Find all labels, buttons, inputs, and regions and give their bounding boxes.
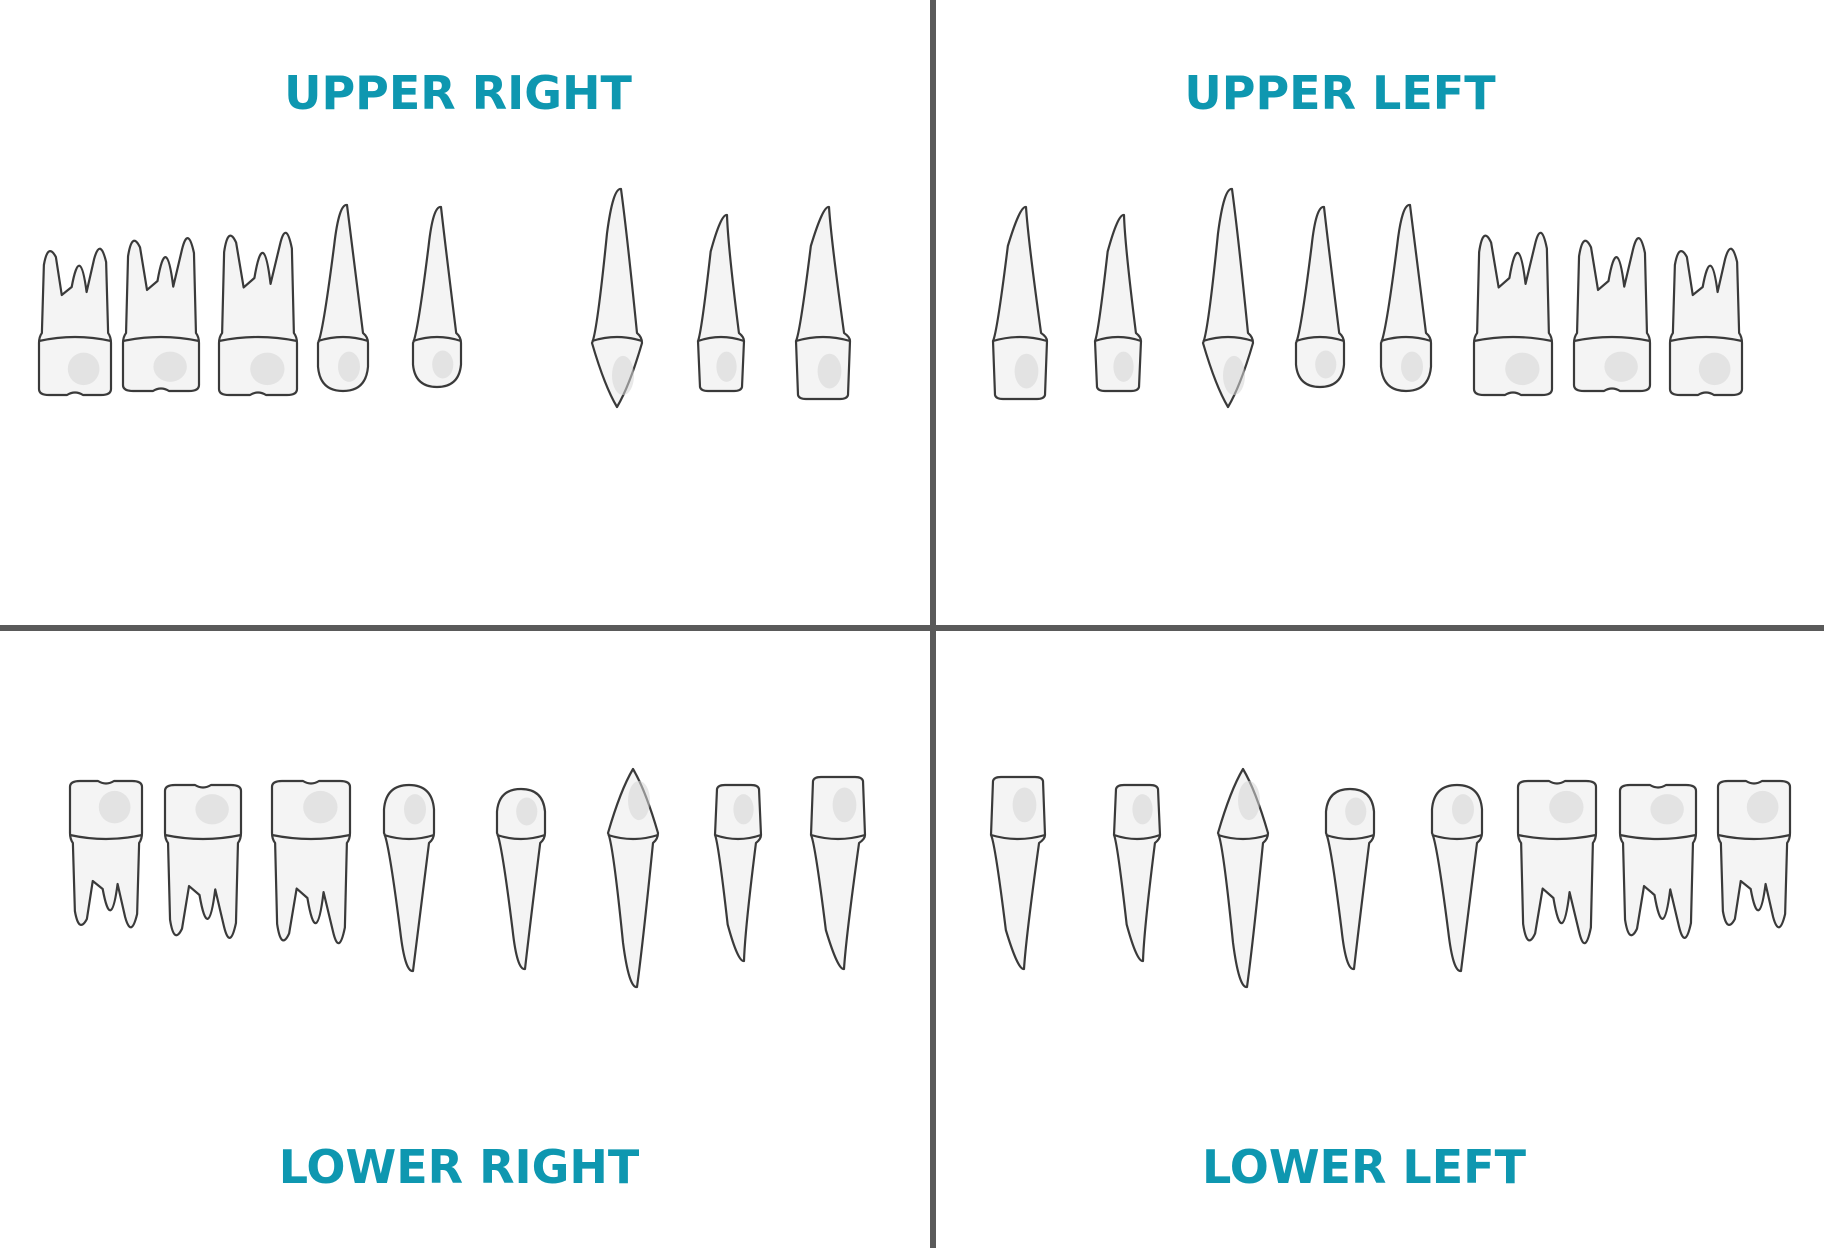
tooth-canine xyxy=(1201,187,1255,409)
quadrant-lower-left: LOWER LEFT xyxy=(936,631,1824,1251)
tooth-incisor-lateral xyxy=(1093,213,1143,393)
tooth-incisor-central xyxy=(991,205,1049,401)
quadrant-label: LOWER LEFT xyxy=(1202,1140,1526,1194)
tooth-incisor-lateral xyxy=(1112,783,1162,963)
tooth-incisor-lateral xyxy=(713,783,763,963)
quadrant-upper-left: UPPER LEFT xyxy=(936,0,1824,620)
tooth-molar1 xyxy=(1472,231,1554,397)
tooth-premolar1 xyxy=(411,205,463,389)
quadrant-lower-right: LOWER RIGHT xyxy=(0,631,930,1251)
tooth-premolar2 xyxy=(1379,203,1433,393)
quadrant-label: LOWER RIGHT xyxy=(278,1140,640,1194)
tooth-premolar2 xyxy=(316,203,370,393)
tooth-premolar1 xyxy=(1324,787,1376,971)
tooth-premolar2 xyxy=(1430,783,1484,973)
tooth-canine xyxy=(1216,767,1270,989)
tooth-molar2 xyxy=(1572,237,1652,393)
tooth-molar3 xyxy=(1668,247,1744,397)
tooth-premolar1 xyxy=(495,787,547,971)
tooth-molar1 xyxy=(1516,779,1598,945)
tooth-incisor-lateral xyxy=(696,213,746,393)
tooth-incisor-central xyxy=(794,205,852,401)
tooth-incisor-central xyxy=(809,775,867,971)
tooth-molar2 xyxy=(1618,783,1698,939)
tooth-molar3 xyxy=(37,247,113,397)
tooth-premolar1 xyxy=(1294,205,1346,389)
tooth-incisor-central xyxy=(989,775,1047,971)
teeth-row xyxy=(989,767,1792,989)
vertical-divider xyxy=(930,0,936,1248)
tooth-canine xyxy=(606,767,660,989)
tooth-molar2 xyxy=(163,783,243,939)
horizontal-divider xyxy=(0,625,1824,631)
tooth-canine xyxy=(590,187,644,409)
tooth-premolar2 xyxy=(382,783,436,973)
tooth-molar3 xyxy=(1716,779,1792,929)
tooth-molar1 xyxy=(217,231,299,397)
quadrant-label: UPPER RIGHT xyxy=(284,66,632,120)
quadrant-label: UPPER LEFT xyxy=(1184,66,1496,120)
teeth-row xyxy=(68,767,867,989)
tooth-molar3 xyxy=(68,779,144,929)
tooth-molar2 xyxy=(121,237,201,393)
teeth-row xyxy=(37,187,852,409)
tooth-molar1 xyxy=(270,779,352,945)
teeth-row xyxy=(991,187,1744,409)
quadrant-upper-right: UPPER RIGHT xyxy=(0,0,930,620)
